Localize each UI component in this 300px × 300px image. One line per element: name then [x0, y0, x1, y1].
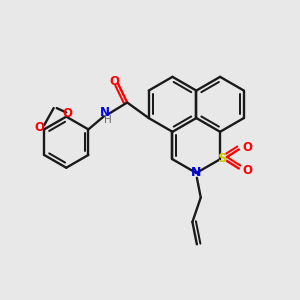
- Text: N: N: [191, 166, 202, 179]
- Text: S: S: [218, 152, 227, 165]
- Text: H: H: [104, 116, 112, 125]
- Text: O: O: [110, 75, 120, 88]
- Text: O: O: [242, 164, 252, 177]
- Text: O: O: [34, 122, 44, 134]
- Text: N: N: [100, 106, 110, 119]
- Text: O: O: [63, 106, 73, 119]
- Text: O: O: [242, 141, 252, 154]
